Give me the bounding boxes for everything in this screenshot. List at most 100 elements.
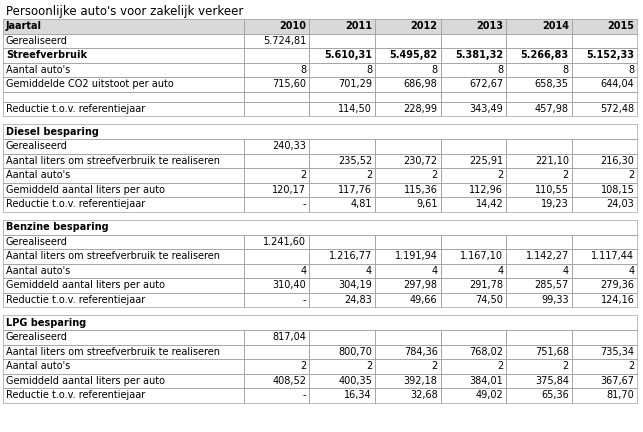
Text: 74,50: 74,50: [475, 295, 503, 305]
Text: 2: 2: [366, 170, 372, 181]
Text: 230,72: 230,72: [404, 156, 438, 166]
Text: Benzine besparing: Benzine besparing: [6, 222, 109, 232]
Text: 644,04: 644,04: [601, 79, 635, 89]
Text: 112,96: 112,96: [469, 185, 503, 195]
Text: 1.167,10: 1.167,10: [460, 251, 503, 261]
Text: 1.241,60: 1.241,60: [264, 237, 307, 247]
Text: -: -: [303, 391, 307, 400]
Text: Gerealiseerd: Gerealiseerd: [6, 237, 68, 247]
Text: 735,34: 735,34: [601, 347, 635, 357]
Text: 768,02: 768,02: [469, 347, 503, 357]
Text: 8: 8: [431, 65, 438, 75]
Text: 120,17: 120,17: [273, 185, 307, 195]
Text: 108,15: 108,15: [601, 185, 635, 195]
Text: 99,33: 99,33: [541, 295, 569, 305]
Text: Gemiddeld aantal liters per auto: Gemiddeld aantal liters per auto: [6, 185, 165, 195]
Text: 408,52: 408,52: [273, 376, 307, 386]
Text: Gerealiseerd: Gerealiseerd: [6, 141, 68, 151]
Text: 2011: 2011: [345, 21, 372, 31]
Text: 49,66: 49,66: [410, 295, 438, 305]
Text: Reductie t.o.v. referentiejaar: Reductie t.o.v. referentiejaar: [6, 200, 145, 210]
Text: 800,70: 800,70: [338, 347, 372, 357]
Text: 5.495,82: 5.495,82: [390, 50, 438, 60]
Text: Aantal auto's: Aantal auto's: [6, 362, 70, 372]
Text: 343,49: 343,49: [469, 104, 503, 114]
Text: 2: 2: [431, 362, 438, 372]
Text: 2013: 2013: [476, 21, 503, 31]
Text: 4: 4: [300, 266, 307, 276]
Bar: [244, 19, 309, 34]
Text: 2: 2: [300, 362, 307, 372]
Text: Diesel besparing: Diesel besparing: [6, 127, 99, 137]
Text: Gemiddeld aantal liters per auto: Gemiddeld aantal liters per auto: [6, 280, 165, 290]
Text: 2: 2: [563, 362, 569, 372]
Text: 2015: 2015: [608, 21, 635, 31]
Text: Aantal liters om streefverbruik te realiseren: Aantal liters om streefverbruik te reali…: [6, 251, 220, 261]
Text: Gerealiseerd: Gerealiseerd: [6, 332, 68, 343]
Text: 5.610,31: 5.610,31: [324, 50, 372, 60]
Text: 115,36: 115,36: [404, 185, 438, 195]
Text: 367,67: 367,67: [601, 376, 635, 386]
Text: 297,98: 297,98: [404, 280, 438, 290]
Text: 291,78: 291,78: [469, 280, 503, 290]
Text: 1.142,27: 1.142,27: [525, 251, 569, 261]
Text: 686,98: 686,98: [404, 79, 438, 89]
Text: Reductie t.o.v. referentiejaar: Reductie t.o.v. referentiejaar: [6, 295, 145, 305]
Text: 24,03: 24,03: [607, 200, 635, 210]
Text: Gerealiseerd: Gerealiseerd: [6, 36, 68, 46]
Text: 701,29: 701,29: [338, 79, 372, 89]
Text: 457,98: 457,98: [535, 104, 569, 114]
Text: 384,01: 384,01: [469, 376, 503, 386]
Text: 49,02: 49,02: [475, 391, 503, 400]
Text: 5.266,83: 5.266,83: [521, 50, 569, 60]
Text: 110,55: 110,55: [535, 185, 569, 195]
Text: 751,68: 751,68: [535, 347, 569, 357]
Text: 4,81: 4,81: [350, 200, 372, 210]
Text: LPG besparing: LPG besparing: [6, 318, 86, 327]
Text: 19,23: 19,23: [541, 200, 569, 210]
Text: 8: 8: [366, 65, 372, 75]
Text: 8: 8: [497, 65, 503, 75]
Text: 2: 2: [300, 170, 307, 181]
Text: 672,67: 672,67: [469, 79, 503, 89]
Text: Aantal auto's: Aantal auto's: [6, 266, 70, 276]
Text: 5.381,32: 5.381,32: [455, 50, 503, 60]
Text: 310,40: 310,40: [273, 280, 307, 290]
Text: 2: 2: [431, 170, 438, 181]
Text: 24,83: 24,83: [344, 295, 372, 305]
Text: 2: 2: [628, 362, 635, 372]
Text: 279,36: 279,36: [601, 280, 635, 290]
Text: 114,50: 114,50: [338, 104, 372, 114]
Text: 4: 4: [563, 266, 569, 276]
Text: 216,30: 216,30: [601, 156, 635, 166]
Text: 240,33: 240,33: [273, 141, 307, 151]
Bar: [375, 19, 440, 34]
Text: Reductie t.o.v. referentiejaar: Reductie t.o.v. referentiejaar: [6, 391, 145, 400]
Bar: [3, 19, 244, 34]
Text: 16,34: 16,34: [345, 391, 372, 400]
Text: 784,36: 784,36: [404, 347, 438, 357]
Text: 4: 4: [628, 266, 635, 276]
Bar: [572, 19, 637, 34]
Text: 392,18: 392,18: [404, 376, 438, 386]
Text: 8: 8: [563, 65, 569, 75]
Bar: [506, 19, 572, 34]
Text: 225,91: 225,91: [469, 156, 503, 166]
Text: 81,70: 81,70: [607, 391, 635, 400]
Text: 375,84: 375,84: [535, 376, 569, 386]
Text: 2: 2: [628, 170, 635, 181]
Text: 32,68: 32,68: [410, 391, 438, 400]
Text: 2014: 2014: [542, 21, 569, 31]
Text: 817,04: 817,04: [273, 332, 307, 343]
Text: Gemiddeld aantal liters per auto: Gemiddeld aantal liters per auto: [6, 376, 165, 386]
Text: 2010: 2010: [280, 21, 307, 31]
Text: Reductie t.o.v. referentiejaar: Reductie t.o.v. referentiejaar: [6, 104, 145, 114]
Text: Persoonlijke auto's voor zakelijk verkeer: Persoonlijke auto's voor zakelijk verkee…: [6, 4, 243, 18]
Text: Gemiddelde CO2 uitstoot per auto: Gemiddelde CO2 uitstoot per auto: [6, 79, 174, 89]
Text: Streefverbruik: Streefverbruik: [6, 50, 87, 60]
Text: 304,19: 304,19: [338, 280, 372, 290]
Text: 8: 8: [628, 65, 635, 75]
Text: 228,99: 228,99: [404, 104, 438, 114]
Text: 2: 2: [497, 170, 503, 181]
Text: 2: 2: [497, 362, 503, 372]
